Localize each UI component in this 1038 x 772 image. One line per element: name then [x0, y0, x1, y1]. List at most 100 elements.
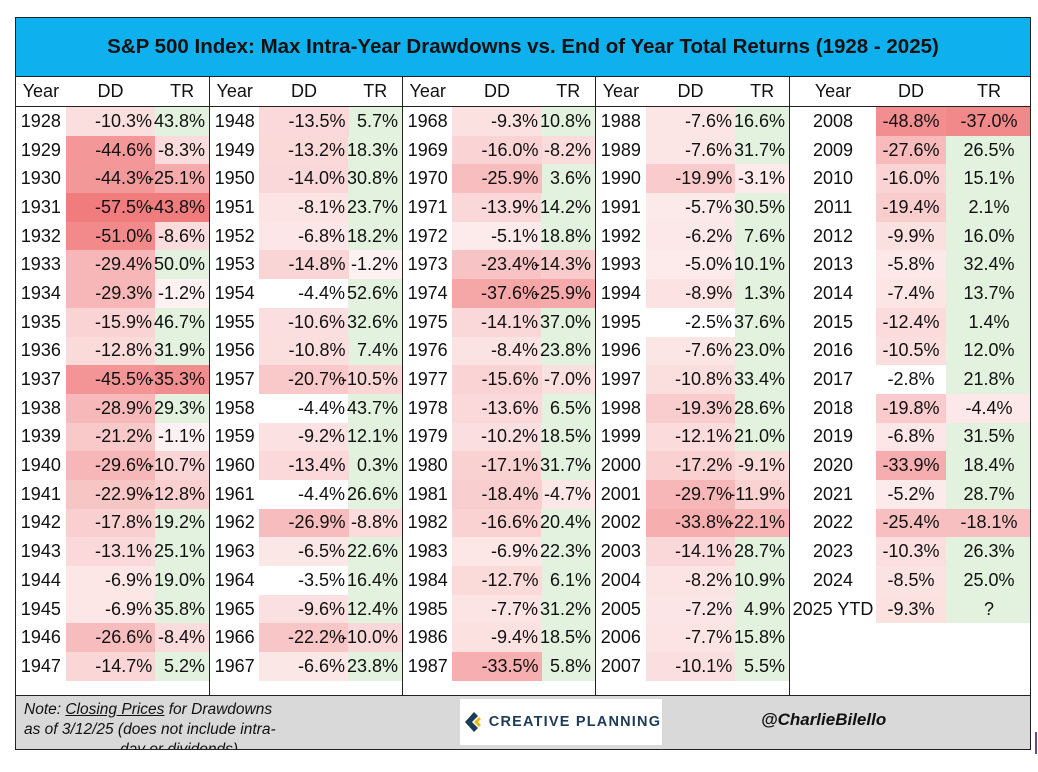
drawdown-cell: -29.3%: [65, 279, 156, 308]
drawdown-cell: -48.8%: [876, 107, 946, 136]
drawdown-cell: -5.8%: [876, 250, 946, 280]
drawdown-cell: -33.5%: [452, 652, 542, 681]
drawdown-cell: -33.8%: [645, 508, 735, 538]
table-row: 1989 -7.6% 31.7%: [596, 135, 789, 165]
year-cell: 2022: [812, 512, 854, 533]
table-row: 1956 -10.8% 7.4%: [210, 336, 402, 366]
table-row: 1951 -8.1% 23.7%: [210, 193, 402, 222]
total-return-cell: 15.8%: [734, 623, 789, 653]
drawdown-cell: -19.4%: [876, 193, 946, 222]
table-row: 1980 -17.1% 31.7%: [403, 451, 595, 480]
drawdown-cell: -28.9%: [65, 393, 155, 423]
drawdown-cell: -13.2%: [259, 135, 348, 165]
total-return-cell: 10.8%: [540, 107, 595, 136]
year-cell: 2011: [813, 196, 853, 217]
column-header-tr: TR: [977, 81, 1001, 101]
total-return-cell: -12.8%: [148, 479, 209, 509]
year-cell: 1936: [20, 340, 61, 361]
table-row: 1950 -14.0% 30.8%: [210, 164, 402, 194]
table-header: Year DD TR: [596, 77, 789, 107]
drawdown-cell: -14.1%: [452, 307, 541, 337]
drawdown-cell: -4.4%: [259, 393, 348, 423]
table-row: 1941 -22.9% -12.8%: [16, 479, 209, 509]
year-cell: 1976: [407, 340, 448, 361]
total-return-cell: -1.2%: [348, 250, 402, 280]
drawdown-cell: -6.8%: [876, 422, 946, 452]
table-row: 1983 -6.9% 22.3%: [403, 537, 595, 566]
year-cell: 1945: [20, 598, 61, 619]
drawdown-cell: -12.7%: [452, 566, 542, 595]
drawdown-cell: -10.3%: [65, 107, 155, 136]
table-row: 2006 -7.7% 15.8%: [596, 623, 789, 653]
total-return-cell: -25.9%: [534, 279, 595, 308]
total-return-cell: 14.2%: [540, 193, 595, 222]
drawdown-cell: -7.2%: [645, 594, 736, 624]
year-cell: 2019: [812, 426, 854, 447]
total-return-cell: -10.0%: [341, 623, 402, 653]
table-block-3: Year DD TR 1968 -9.3% 10.8% 1969 -16.0% -8.2% 197…: [403, 77, 596, 695]
year-cell: 2018: [812, 397, 854, 418]
table-row: 1985 -7.7% 31.2%: [403, 594, 595, 624]
drawdown-cell: -23.4%: [452, 250, 541, 280]
column-header-tr: TR: [556, 81, 581, 101]
total-return-cell: 12.4%: [347, 594, 402, 624]
total-return-cell: -8.4%: [155, 623, 209, 653]
drawdown-cell: -17.1%: [452, 451, 541, 480]
drawdown-cell: -16.0%: [452, 135, 542, 165]
drawdown-cell: -6.9%: [65, 594, 155, 624]
year-cell: 1952: [214, 225, 255, 246]
total-return-cell: 30.8%: [347, 164, 402, 194]
table-row: 1986 -9.4% 18.5%: [403, 623, 595, 653]
drawdown-cell: -7.6%: [645, 135, 735, 165]
year-cell: 1943: [20, 541, 61, 562]
drawdown-cell: -20.7%: [259, 365, 348, 394]
drawdown-cell: -51.0%: [65, 221, 156, 251]
total-return-cell: -10.5%: [341, 365, 402, 394]
total-return-cell: 16.0%: [946, 221, 1030, 251]
year-cell: 2020: [812, 455, 854, 476]
footnote-closing-prices: Closing Prices: [65, 701, 165, 718]
total-return-cell: 23.8%: [347, 652, 402, 681]
column-header-year: Year: [814, 81, 852, 101]
drawdown-cell: -6.8%: [259, 221, 348, 251]
drawdown-cell: -13.5%: [259, 107, 349, 136]
total-return-cell: 23.7%: [347, 193, 402, 222]
table-row: 2003 -14.1% 28.7%: [596, 537, 789, 566]
drawdown-cell: -2.5%: [645, 307, 735, 337]
total-return-cell: 43.8%: [154, 107, 209, 136]
table-row: 2008 -48.8% -37.0%: [790, 107, 1030, 136]
drawdown-cell: -6.2%: [645, 221, 736, 251]
drawdown-cell: -3.5%: [259, 566, 348, 595]
year-cell: 1999: [600, 426, 641, 447]
table-row: 1974 -37.6% -25.9%: [403, 279, 595, 308]
year-cell: 1955: [214, 311, 255, 332]
table-row: 2014 -7.4% 13.7%: [790, 279, 1030, 308]
drawdown-cell: -10.1%: [645, 652, 736, 681]
table-row: 1937 -45.5% -35.3%: [16, 365, 209, 394]
table-row: 1998 -19.3% 28.6%: [596, 393, 789, 423]
table-row: 2023 -10.3% 26.3%: [790, 537, 1030, 566]
table-block-4: Year DD TR 1988 -7.6% 16.6% 1989 -7.6% 31.7% 1990…: [596, 77, 790, 695]
year-cell: 1931: [20, 196, 61, 217]
total-return-cell: 4.9%: [735, 594, 789, 624]
drawdown-cell: -13.9%: [452, 193, 541, 222]
table-row: 1973 -23.4% -14.3%: [403, 250, 595, 280]
table-row: 2001 -29.7% -11.9%: [596, 479, 789, 509]
year-cell: 1973: [407, 254, 448, 275]
table-row: 1967 -6.6% 23.8%: [210, 652, 402, 681]
year-cell: 1958: [214, 397, 255, 418]
total-return-cell: -1.1%: [155, 422, 209, 452]
table-row: 2016 -10.5% 12.0%: [790, 336, 1030, 366]
table-row: 1948 -13.5% 5.7%: [210, 107, 402, 136]
year-cell: 1995: [600, 311, 641, 332]
drawdown-cell: -7.7%: [645, 623, 735, 653]
table-row: 2021 -5.2% 28.7%: [790, 479, 1030, 509]
total-return-cell: 31.7%: [540, 451, 595, 480]
table-header: Year DD TR: [16, 77, 209, 107]
table-row: 1928 -10.3% 43.8%: [16, 107, 209, 136]
drawdown-cell: -13.1%: [65, 537, 155, 566]
table-row: 1932 -51.0% -8.6%: [16, 221, 209, 251]
total-return-cell: 26.5%: [946, 135, 1030, 165]
year-cell: 1981: [407, 483, 448, 504]
total-return-cell: -43.8%: [148, 193, 209, 222]
